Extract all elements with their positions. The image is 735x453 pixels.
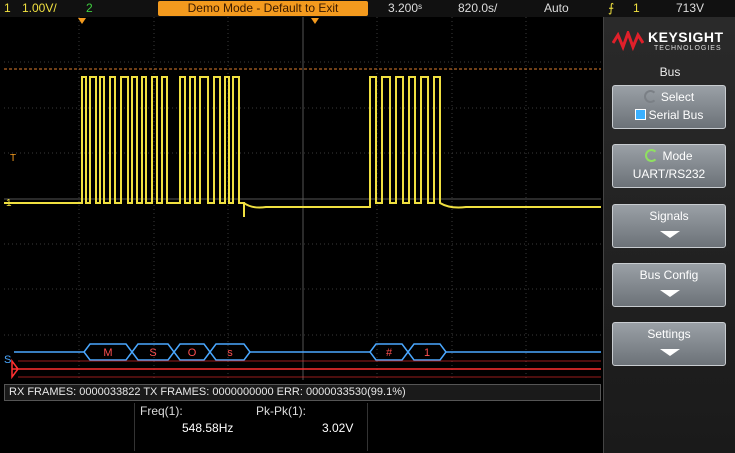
decode-summary-bar: RX FRAMES: 0000033822 TX FRAMES: 0000000… [4,384,601,401]
center-axes [4,17,601,380]
bus-label: # [386,347,393,359]
brand-sub: TECHNOLOGIES [654,45,722,52]
rising-edge-icon: ⨍ [608,1,615,15]
softkey-panel: KEYSIGHT TECHNOLOGIES Bus Select Serial … [603,17,735,453]
keysight-wave-icon [612,31,644,51]
pkpk-value: 3.02V [322,421,354,435]
ch1-number[interactable]: 1 [4,1,11,15]
ch1-ground-marker: 1 [6,198,12,209]
bus-label: 1 [424,347,430,359]
bus-decode-trace [14,343,601,361]
freq-label: Freq(1): [140,404,183,418]
signals-softkey[interactable]: Signals [612,204,726,248]
submenu-arrow-icon [660,290,680,297]
trigger-level[interactable]: 713V [676,1,705,15]
mode-value: UART/RS232 [632,167,706,181]
bus-error-trace [11,358,601,380]
submenu-arrow-icon [660,349,680,356]
bus-label: O [188,347,197,359]
submenu-arrow-icon [660,231,680,238]
bus-label: S [149,347,156,359]
entry-knob-icon [645,149,659,162]
settings-label: Settings [647,327,691,341]
ch2-number[interactable]: 2 [86,1,93,15]
settings-softkey[interactable]: Settings [612,322,726,366]
bus-label: M [103,347,112,359]
select-softkey[interactable]: Select Serial Bus [612,85,726,129]
checkbox-icon [634,109,646,120]
timebase-readout[interactable]: 3.200ˢ [388,1,423,15]
mode-softkey[interactable]: Mode UART/RS232 [612,144,726,188]
status-bar: 1 1.00V/ 2 Demo Mode - Default to Exit 3… [0,0,735,17]
ch1-waveform [4,76,601,217]
brand-name: KEYSIGHT [648,29,724,45]
ch1-scale[interactable]: 1.00V/ [22,1,57,15]
waveform-svg: T 1 S M S O s # 1 [4,17,601,380]
delay-marker [311,18,319,24]
trigger-source[interactable]: 1 [633,1,640,15]
keysight-logo: KEYSIGHT TECHNOLOGIES [612,25,732,59]
freq-value: 548.58Hz [182,421,234,435]
panel-title: Bus [659,65,681,79]
select-label: Select [660,90,695,104]
bus-config-label: Bus Config [639,268,699,282]
trigger-mode[interactable]: Auto [544,1,569,15]
select-value: Serial Bus [648,108,704,122]
bus-config-softkey[interactable]: Bus Config [612,263,726,307]
bus-label: s [227,347,233,359]
bus-S-marker: S [4,354,11,366]
entry-knob-icon [643,90,657,103]
measurement-box [134,403,368,451]
delay-readout[interactable]: 820.0s/ [458,1,498,15]
demo-mode-banner: Demo Mode - Default to Exit [158,1,368,16]
trigger-position-marker [78,18,86,24]
waveform-display[interactable]: T 1 S M S O s # 1 [4,17,601,380]
mode-label: Mode [662,149,693,163]
pkpk-label: Pk-Pk(1): [256,404,307,418]
trigger-T-marker: T [10,153,16,164]
signals-label: Signals [649,209,689,223]
